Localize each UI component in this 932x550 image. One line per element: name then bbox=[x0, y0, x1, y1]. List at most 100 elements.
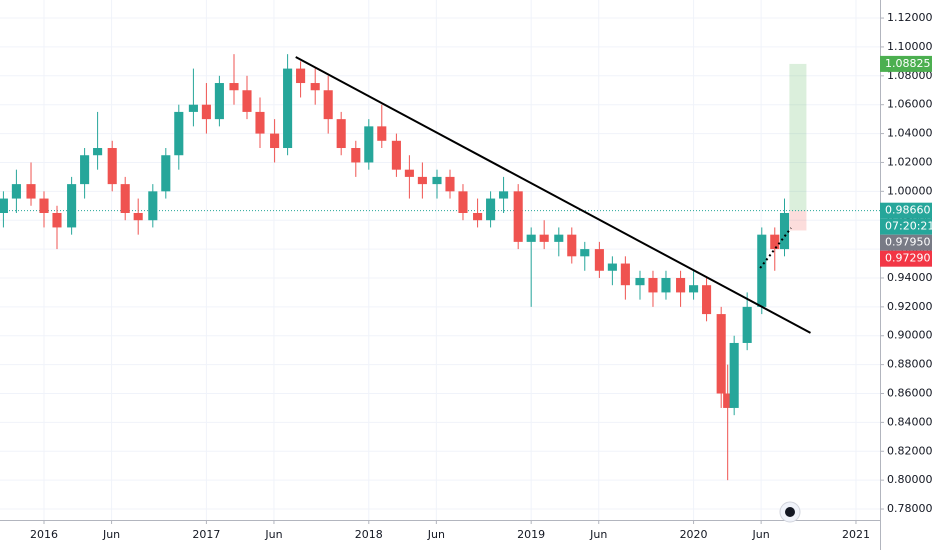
candle-body bbox=[620, 263, 630, 286]
candle-body bbox=[757, 234, 767, 307]
countdown: 07:20:21 bbox=[885, 220, 932, 233]
candle-body bbox=[80, 155, 90, 185]
candle-body bbox=[445, 176, 455, 192]
candle-body bbox=[0, 198, 8, 213]
candle-body bbox=[377, 126, 387, 141]
logo bbox=[779, 501, 801, 523]
x-tick-label: 2018 bbox=[355, 528, 383, 541]
y-tick-label: 0.94000 bbox=[887, 271, 932, 284]
candle-body bbox=[351, 148, 361, 163]
candle-body bbox=[458, 191, 468, 213]
x-tick-label: Jun bbox=[752, 528, 770, 541]
candle-body bbox=[702, 285, 712, 315]
stop-label: 0.97290 bbox=[885, 252, 931, 265]
y-tick-label: 0.92000 bbox=[887, 300, 932, 313]
y-tick-label: 0.82000 bbox=[887, 444, 932, 457]
candle-body bbox=[580, 249, 590, 257]
candle-body bbox=[689, 285, 699, 293]
candle-body bbox=[67, 184, 77, 228]
candle-body bbox=[270, 133, 280, 149]
candle-body bbox=[93, 148, 103, 156]
y-tick-label: 1.00000 bbox=[887, 184, 932, 197]
candle-body bbox=[188, 104, 198, 112]
candle-body bbox=[107, 148, 117, 185]
y-tick-label: 0.84000 bbox=[887, 415, 932, 428]
candle-body bbox=[39, 198, 49, 213]
target-zone bbox=[789, 63, 807, 211]
y-tick-label: 1.12000 bbox=[887, 11, 932, 24]
candle-body bbox=[201, 104, 211, 120]
x-tick-label: 2019 bbox=[517, 528, 545, 541]
x-tick-label: 2021 bbox=[842, 528, 870, 541]
candle-body bbox=[364, 126, 374, 163]
logo-dot bbox=[785, 507, 795, 517]
y-tick-label: 0.78000 bbox=[887, 502, 932, 515]
candle-body bbox=[513, 191, 523, 242]
trendline bbox=[759, 227, 792, 269]
candle-body bbox=[161, 155, 171, 192]
candle-body bbox=[229, 83, 239, 91]
y-tick-label: 1.02000 bbox=[887, 155, 932, 168]
candle-body bbox=[283, 68, 293, 149]
x-tick-label: 2016 bbox=[30, 528, 58, 541]
y-tick-label: 0.86000 bbox=[887, 387, 932, 400]
y-tick-label: 1.08000 bbox=[887, 69, 932, 82]
candle-body bbox=[473, 212, 483, 221]
candle-body bbox=[526, 234, 536, 242]
candle-body bbox=[148, 191, 158, 221]
candle-body bbox=[486, 198, 496, 221]
candle-body bbox=[310, 83, 320, 91]
current-price-label-box bbox=[880, 202, 932, 219]
target-label-box bbox=[880, 55, 932, 72]
y-tick-label: 1.04000 bbox=[887, 127, 932, 140]
candle-body bbox=[729, 342, 739, 408]
candle-body bbox=[214, 83, 224, 120]
plot bbox=[0, 54, 880, 481]
countdown-box bbox=[880, 218, 932, 235]
candle-body bbox=[607, 263, 617, 271]
candle-body bbox=[661, 277, 671, 293]
candle-body bbox=[539, 234, 549, 242]
candle-body bbox=[676, 277, 686, 293]
prev-close-label-box bbox=[880, 234, 932, 251]
candle-body bbox=[742, 306, 752, 343]
candle-body bbox=[391, 140, 401, 170]
grid bbox=[0, 0, 880, 520]
y-tick-label: 0.90000 bbox=[887, 329, 932, 342]
candle-body bbox=[723, 393, 733, 408]
axes: 0.78000 0.80000 0.82000 0.84000 0.86000 0.880… bbox=[30, 11, 932, 541]
x-tick-label: Jun bbox=[264, 528, 282, 541]
candle-body bbox=[432, 176, 442, 185]
candle-body bbox=[417, 176, 427, 185]
candle-body bbox=[554, 234, 564, 242]
target-label: 1.08825 bbox=[885, 57, 931, 70]
candle-body bbox=[52, 212, 62, 228]
candle-body bbox=[779, 212, 790, 250]
candle-body bbox=[594, 249, 604, 271]
x-tick-label: Jun bbox=[102, 528, 120, 541]
prev-close-label: 0.97950 bbox=[885, 236, 931, 249]
stop-zone bbox=[789, 210, 807, 231]
candle-body bbox=[336, 119, 346, 149]
candle-body bbox=[404, 169, 414, 177]
candle-body bbox=[770, 234, 780, 250]
candle-body bbox=[255, 111, 265, 134]
candle-body bbox=[26, 184, 36, 199]
candle-body bbox=[296, 68, 306, 84]
y-tick-label: 0.80000 bbox=[887, 473, 932, 486]
candle-body bbox=[242, 90, 252, 112]
y-tick-label: 0.88000 bbox=[887, 358, 932, 371]
y-tick-label: 1.06000 bbox=[887, 98, 932, 111]
current-price-label: 0.98660 bbox=[885, 204, 931, 217]
x-tick-label: 2017 bbox=[192, 528, 220, 541]
stop-label-box bbox=[880, 250, 932, 267]
candle-body bbox=[133, 212, 143, 221]
candle-body bbox=[499, 191, 509, 199]
candle-body bbox=[323, 90, 333, 120]
candle-body bbox=[716, 314, 726, 394]
trendline bbox=[295, 56, 811, 334]
candle-body bbox=[567, 234, 577, 257]
y-tick-label: 1.10000 bbox=[887, 40, 932, 53]
